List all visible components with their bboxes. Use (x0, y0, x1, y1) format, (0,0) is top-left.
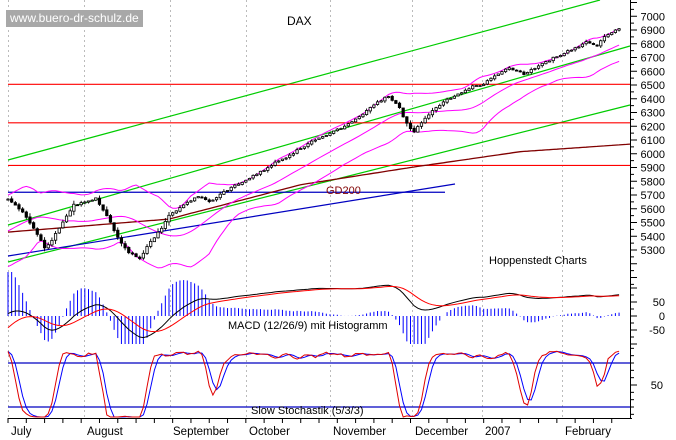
price-axis-label: 6700 (641, 53, 665, 65)
macd-panel-label: MACD (12/26/9) mit Histogramm (228, 320, 388, 332)
bollinger-bands (7, 28, 620, 269)
stoch-axis-label: 50 (651, 380, 663, 392)
macd-signal-line (7, 285, 620, 333)
trend-and-level-lines (7, 0, 631, 263)
provider-branding: Hoppenstedt Charts (489, 255, 587, 267)
watermark-url: www.buero-dr-schulz.de (6, 10, 143, 27)
chart-title: DAX (287, 14, 312, 28)
price-axis-label: 6000 (641, 149, 665, 161)
price-axis-label: 6500 (641, 80, 665, 92)
gd200-series (7, 143, 631, 233)
price-axis-label: 6600 (641, 66, 665, 78)
price-axis-label: 5400 (641, 231, 665, 243)
stoch-k-line (7, 350, 620, 418)
month-label: February (565, 426, 611, 438)
price-axis-label: 7000 (641, 11, 665, 23)
price-axis-label: 6800 (641, 39, 665, 51)
axis-labels: 7000690068006700660065006400630062006100… (11, 11, 665, 438)
price-axis-label: 5800 (641, 176, 665, 188)
month-label: October (249, 426, 290, 438)
month-label: 2007 (485, 426, 511, 438)
gd200-line (7, 143, 631, 233)
price-axis-label: 5900 (641, 163, 665, 175)
stochastic-panel (7, 350, 630, 418)
price-axis-label: 5700 (641, 190, 665, 202)
price-axis-label: 6400 (641, 94, 665, 106)
price-axis-label: 5300 (641, 245, 665, 257)
price-axis-label: 6300 (641, 108, 665, 120)
month-label: December (415, 426, 468, 438)
stoch-d-line (7, 350, 620, 418)
stochastic-panel-label: Slow Stochastik (5/3/3) (251, 405, 364, 417)
candlestick-series (6, 28, 621, 261)
macd-axis-label: -50 (649, 325, 665, 337)
price-axis-label: 6900 (641, 25, 665, 37)
macd-line (7, 284, 620, 339)
macd-axis-label: 50 (653, 297, 665, 309)
month-label: September (173, 426, 229, 438)
gd200-line-label: GD200 (326, 185, 361, 197)
bollinger-lower (7, 60, 620, 269)
bollinger-upper (7, 28, 620, 209)
price-axis-label: 6100 (641, 135, 665, 147)
month-label: July (11, 426, 32, 438)
month-label: November (333, 426, 386, 438)
macd-panel (7, 272, 620, 344)
month-label: August (87, 426, 124, 438)
price-axis-label: 6200 (641, 121, 665, 133)
price-axis-label: 5600 (641, 204, 665, 216)
price-axis-label: 5500 (641, 218, 665, 230)
axes (7, 0, 637, 423)
macd-axis-label: 0 (659, 311, 665, 323)
